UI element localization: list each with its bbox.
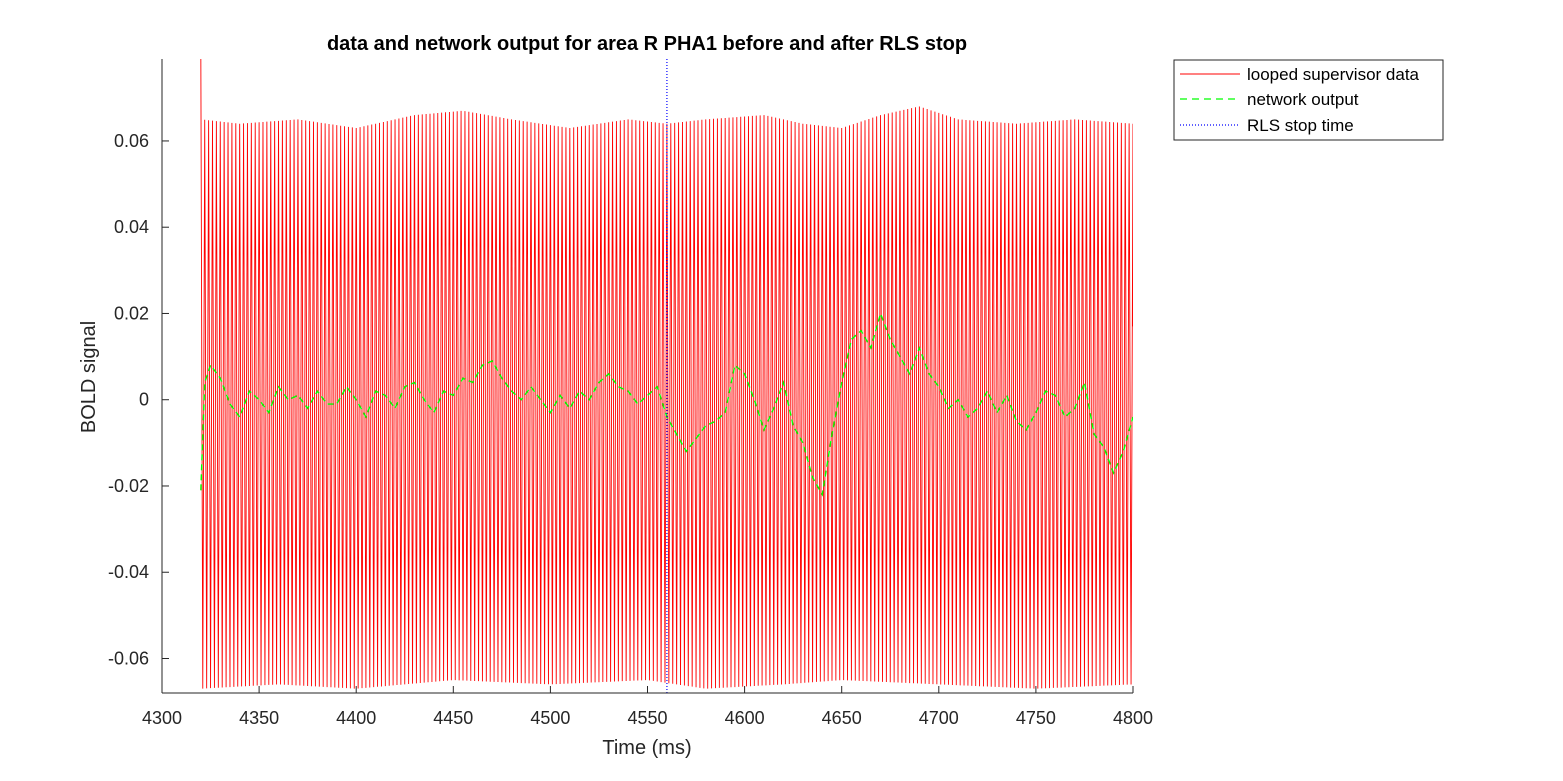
y-tick-label: -0.02 xyxy=(108,476,149,496)
y-tick-label: -0.04 xyxy=(108,562,149,582)
chart-title: data and network output for area R PHA1 … xyxy=(327,33,967,55)
legend: looped supervisor data network output RL… xyxy=(1173,59,1444,141)
y-tick-label: 0.06 xyxy=(114,131,149,151)
y-tick-label: 0 xyxy=(139,390,149,410)
x-tick-label: 4500 xyxy=(530,708,570,728)
plot-area: 4300 4350 4400 4450 4500 4550 4600 4650 4700 4750… xyxy=(108,59,1153,728)
x-tick-label: 4700 xyxy=(919,708,959,728)
series-line-network-output xyxy=(200,311,1133,497)
y-tick-label: 0.02 xyxy=(114,303,149,323)
x-tick-label: 4650 xyxy=(822,708,862,728)
x-tick-label: 4400 xyxy=(336,708,376,728)
x-tick-label: 4300 xyxy=(142,708,182,728)
y-tick-label: 0.04 xyxy=(114,217,149,237)
x-tick-label: 4350 xyxy=(239,708,279,728)
legend-label-network-output: network output xyxy=(1247,90,1359,109)
legend-box xyxy=(1173,59,1444,141)
y-tick-label: -0.06 xyxy=(108,648,149,668)
x-tick-label: 4750 xyxy=(1016,708,1056,728)
legend-label-rls-stop-time: RLS stop time xyxy=(1247,116,1354,135)
x-tick-label: 4800 xyxy=(1113,708,1153,728)
x-tick-label: 4600 xyxy=(725,708,765,728)
x-tick-label: 4450 xyxy=(433,708,473,728)
x-axis-label: Time (ms) xyxy=(602,737,691,759)
y-axis-label: BOLD signal xyxy=(78,321,100,433)
x-tick-label: 4550 xyxy=(627,708,667,728)
legend-label-looped-supervisor-data: looped supervisor data xyxy=(1247,65,1420,84)
series-line-looped-supervisor-data xyxy=(200,59,1133,689)
